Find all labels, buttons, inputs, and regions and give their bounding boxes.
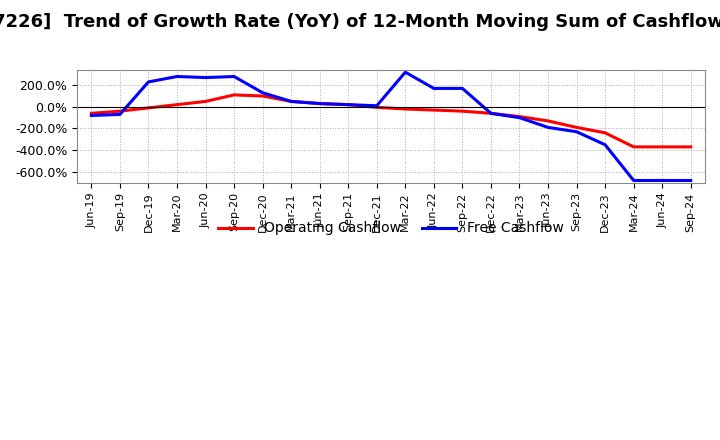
Free Cashflow xyxy=(315,101,324,106)
Free Cashflow xyxy=(173,74,181,79)
Operating Cashflow xyxy=(658,144,667,150)
Operating Cashflow xyxy=(372,105,381,110)
Free Cashflow xyxy=(372,103,381,108)
Line: Free Cashflow: Free Cashflow xyxy=(91,72,690,180)
Text: [7226]  Trend of Growth Rate (YoY) of 12-Month Moving Sum of Cashflows: [7226] Trend of Growth Rate (YoY) of 12-… xyxy=(0,13,720,31)
Operating Cashflow xyxy=(600,130,609,136)
Line: Operating Cashflow: Operating Cashflow xyxy=(91,95,690,147)
Free Cashflow xyxy=(600,142,609,147)
Operating Cashflow xyxy=(116,109,125,114)
Operating Cashflow xyxy=(87,111,96,116)
Free Cashflow xyxy=(344,102,353,107)
Operating Cashflow xyxy=(144,105,153,110)
Legend: Operating Cashflow, Free Cashflow: Operating Cashflow, Free Cashflow xyxy=(212,216,570,241)
Operating Cashflow xyxy=(430,107,438,113)
Operating Cashflow xyxy=(230,92,238,98)
Operating Cashflow xyxy=(572,125,581,130)
Operating Cashflow xyxy=(487,111,495,116)
Operating Cashflow xyxy=(686,144,695,150)
Free Cashflow xyxy=(572,129,581,134)
Operating Cashflow xyxy=(516,114,524,119)
Operating Cashflow xyxy=(629,144,638,150)
Operating Cashflow xyxy=(173,102,181,107)
Operating Cashflow xyxy=(458,109,467,114)
Free Cashflow xyxy=(87,113,96,118)
Operating Cashflow xyxy=(401,106,410,112)
Free Cashflow xyxy=(230,74,238,79)
Operating Cashflow xyxy=(258,93,267,99)
Free Cashflow xyxy=(258,90,267,95)
Free Cashflow xyxy=(658,178,667,183)
Operating Cashflow xyxy=(201,99,210,104)
Operating Cashflow xyxy=(287,99,295,104)
Free Cashflow xyxy=(487,111,495,116)
Free Cashflow xyxy=(458,86,467,91)
Operating Cashflow xyxy=(544,118,552,124)
Free Cashflow xyxy=(144,79,153,84)
Free Cashflow xyxy=(430,86,438,91)
Free Cashflow xyxy=(516,115,524,120)
Operating Cashflow xyxy=(315,101,324,106)
Operating Cashflow xyxy=(344,102,353,107)
Free Cashflow xyxy=(544,125,552,130)
Free Cashflow xyxy=(686,178,695,183)
Free Cashflow xyxy=(401,70,410,75)
Free Cashflow xyxy=(201,75,210,80)
Free Cashflow xyxy=(287,99,295,104)
Free Cashflow xyxy=(629,178,638,183)
Free Cashflow xyxy=(116,112,125,117)
